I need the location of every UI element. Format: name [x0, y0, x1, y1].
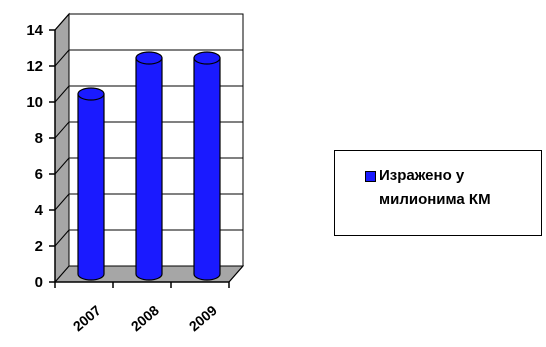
legend-swatch [365, 171, 376, 182]
y-tick-label: 14 [26, 22, 43, 39]
y-tick-label: 0 [35, 274, 43, 291]
gridline-side [54, 13, 70, 31]
axes [49, 29, 244, 288]
floor-edge [228, 265, 244, 283]
y-tick-label: 2 [35, 238, 43, 255]
bar-top [77, 87, 105, 101]
x-tick-label: 2008 [128, 302, 162, 334]
y-tick-labels: 0 2 4 6 8 10 12 14 [26, 22, 43, 291]
x-tick-label: 2009 [186, 302, 220, 334]
gridline-side [54, 193, 70, 211]
side-wall [54, 12, 70, 284]
gridline-side [54, 121, 70, 139]
legend: Изражено у милионима КМ [334, 150, 542, 236]
bars [77, 51, 221, 281]
bar-top [135, 51, 163, 65]
bar-body [193, 57, 221, 281]
y-tick-label: 8 [35, 130, 43, 147]
gridline-side [54, 85, 70, 103]
y-tick-label: 10 [26, 94, 43, 111]
bar-top [193, 51, 221, 65]
y-tick-label: 6 [35, 166, 43, 183]
x-tick-labels: 2007 2008 2009 [70, 302, 220, 334]
bar [77, 87, 105, 281]
bar-body [135, 57, 163, 281]
y-tick-label: 4 [35, 202, 44, 219]
y-tick-label: 12 [26, 58, 43, 75]
bar [135, 51, 163, 281]
gridline-side [54, 229, 70, 247]
bar-body [77, 93, 105, 281]
gridline-side [54, 49, 70, 67]
legend-label: Изражено у милионима КМ [379, 167, 491, 208]
gridline-side [54, 157, 70, 175]
x-tick-label: 2007 [70, 302, 104, 334]
bar [193, 51, 221, 281]
